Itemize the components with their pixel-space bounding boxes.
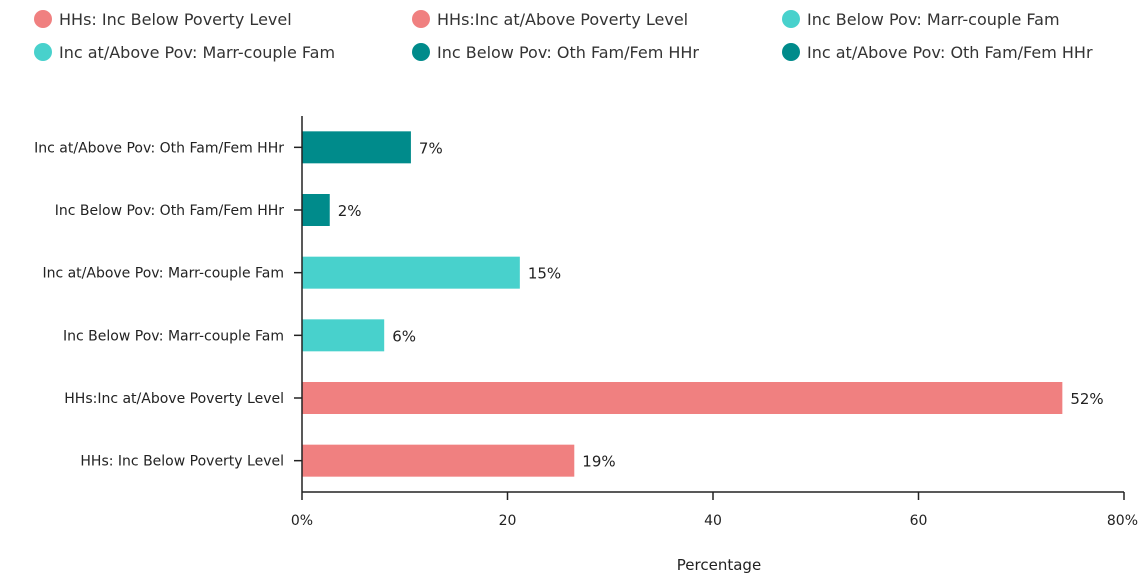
y-tick-label: Inc Below Pov: Marr-couple Fam [63,328,284,344]
data-label: 7% [419,139,443,157]
legend-item[interactable]: Inc Below Pov: Marr-couple Fam [782,10,1060,29]
y-tick-label: Inc at/Above Pov: Oth Fam/Fem HHr [34,140,284,156]
legend-marker [412,43,430,61]
legend-label: HHs: Inc Below Poverty Level [59,10,292,29]
x-tick-label: 40 [704,513,722,529]
legend-item[interactable]: HHs:Inc at/Above Poverty Level [412,10,688,29]
bars: 19% 52% 6% 15% 2% 7% [302,131,1104,477]
legend-label: Inc at/Above Pov: Oth Fam/Fem HHr [807,43,1093,62]
legend-marker [782,43,800,61]
x-tick-label: 60 [910,513,928,529]
legend-label: Inc Below Pov: Marr-couple Fam [807,10,1060,29]
x-tick-label: 20 [499,513,517,529]
bar[interactable] [302,319,385,352]
legend-label: HHs:Inc at/Above Poverty Level [437,10,688,29]
legend-item[interactable]: Inc at/Above Pov: Oth Fam/Fem HHr [782,43,1093,62]
data-label: 6% [392,327,416,345]
legend-marker [782,10,800,28]
bar[interactable] [302,131,411,164]
data-label: 52% [1070,390,1103,408]
x-axis: 0% 20 40 60 80% [291,491,1138,529]
legend-marker [412,10,430,28]
legend-item[interactable]: HHs: Inc Below Poverty Level [34,10,292,29]
y-axis: HHs: Inc Below Poverty Level HHs:Inc at/A… [34,116,303,492]
legend-item[interactable]: Inc at/Above Pov: Marr-couple Fam [34,43,335,62]
data-label: 19% [582,453,615,471]
x-tick-label: 80% [1107,513,1138,529]
x-axis-title: Percentage [677,556,761,574]
data-label: 2% [338,202,362,220]
y-tick-label: HHs:Inc at/Above Poverty Level [64,391,284,407]
legend-marker [34,43,52,61]
y-tick-label: Inc Below Pov: Oth Fam/Fem HHr [55,203,284,219]
legend-marker [34,10,52,28]
y-tick-label: HHs: Inc Below Poverty Level [80,454,284,470]
legend-item[interactable]: Inc Below Pov: Oth Fam/Fem HHr [412,43,699,62]
bar[interactable] [302,194,330,226]
bar[interactable] [302,444,575,477]
legend-label: Inc Below Pov: Oth Fam/Fem HHr [437,43,699,62]
legend: HHs: Inc Below Poverty Level HHs:Inc at/A… [34,10,1093,62]
bar[interactable] [302,256,520,289]
data-label: 15% [528,265,561,283]
y-tick-label: Inc at/Above Pov: Marr-couple Fam [42,266,284,282]
legend-label: Inc at/Above Pov: Marr-couple Fam [59,43,335,62]
x-tick-label: 0% [291,513,313,529]
bar[interactable] [302,382,1063,414]
